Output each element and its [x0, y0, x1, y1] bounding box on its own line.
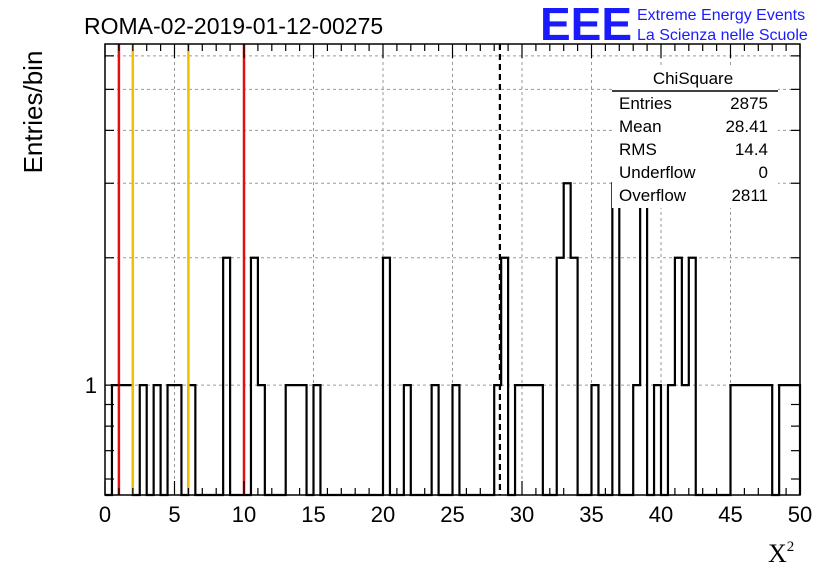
stats-box-background [612, 66, 778, 208]
histogram-bin [536, 385, 543, 495]
stats-label-overflow: Overflow [619, 186, 687, 205]
y-axis-label: Entries/bin [18, 51, 48, 174]
eee-logo: EEE [540, 0, 632, 50]
histogram-bin [668, 385, 675, 495]
histogram-bin [453, 385, 460, 495]
histogram-bin [564, 183, 571, 495]
histogram-bin [314, 385, 321, 495]
histogram-bin [779, 385, 786, 495]
stats-label-entries: Entries [619, 94, 672, 113]
histogram-bin [515, 385, 522, 495]
stats-label-rms: RMS [619, 140, 657, 159]
histogram-bin [675, 258, 682, 495]
x-tick-label: 15 [301, 502, 325, 527]
histogram-bin [689, 258, 696, 495]
histogram-bin [640, 183, 647, 495]
histogram-bin [529, 385, 536, 495]
histogram-bin [286, 385, 293, 495]
reference-lines [117, 44, 501, 495]
histogram-bin [765, 385, 772, 495]
histogram-bin [168, 385, 175, 495]
run-title: ROMA-02-2019-01-12-00275 [84, 13, 383, 39]
logo-line-1: Extreme Energy Events [637, 7, 805, 24]
x-tick-label: 35 [579, 502, 603, 527]
histogram-bin [571, 258, 578, 495]
histogram-bin [744, 385, 751, 495]
histogram-bin [633, 385, 640, 495]
histogram-bin [293, 385, 300, 495]
stats-title: ChiSquare [653, 69, 733, 88]
x-tick-label: 5 [168, 502, 180, 527]
grid [105, 44, 800, 495]
x-axis-label-superscript: 2 [787, 539, 795, 555]
histogram-bin [140, 385, 147, 495]
x-axis-label-base: X [768, 539, 787, 568]
stats-value-underflow: 0 [759, 163, 768, 182]
x-tick-label: 25 [440, 502, 464, 527]
histogram-bin [501, 258, 508, 495]
histogram-bin [251, 258, 258, 495]
stats-box: ChiSquare Entries 2875 Mean 28.41 RMS 14… [612, 66, 778, 208]
y-tick-label: 1 [85, 373, 97, 398]
stats-value-mean: 28.41 [725, 117, 768, 136]
histogram-bin [404, 385, 411, 495]
stats-value-entries: 2875 [730, 94, 768, 113]
x-tick-label: 45 [718, 502, 742, 527]
histogram-bin [612, 183, 619, 495]
x-tick-label: 50 [788, 502, 812, 527]
logo-line-2: La Scienza nelle Scuole [637, 27, 808, 44]
histogram-bin [223, 258, 230, 495]
histogram-bin [522, 385, 529, 495]
histogram-bin [154, 385, 161, 495]
x-tick-label: 30 [510, 502, 534, 527]
histogram-bin [258, 385, 265, 495]
histogram-bin [758, 385, 765, 495]
histogram-bin [592, 385, 599, 495]
histogram-bin [383, 258, 390, 495]
histogram-bin [682, 385, 689, 495]
x-tick-label: 10 [232, 502, 256, 527]
histogram-bin [751, 385, 758, 495]
axis-ticks: 0 5 10 15 20 25 30 35 40 45 50 1 [85, 44, 812, 527]
histogram-bin [737, 385, 744, 495]
stats-label-underflow: Underflow [619, 163, 696, 182]
x-tick-label: 20 [371, 502, 395, 527]
stats-value-overflow: 2811 [731, 186, 768, 205]
stats-label-mean: Mean [619, 117, 662, 136]
histogram-bin [731, 385, 738, 495]
x-tick-label: 40 [649, 502, 673, 527]
histogram-bin [300, 385, 307, 495]
histogram-bin [654, 385, 661, 495]
x-tick-label: 0 [99, 502, 111, 527]
histogram-bin [557, 258, 564, 495]
histogram-bin [175, 385, 182, 495]
histogram-bin [432, 385, 439, 495]
stats-value-rms: 14.4 [735, 140, 768, 159]
x-axis-label: X2 [768, 539, 794, 568]
